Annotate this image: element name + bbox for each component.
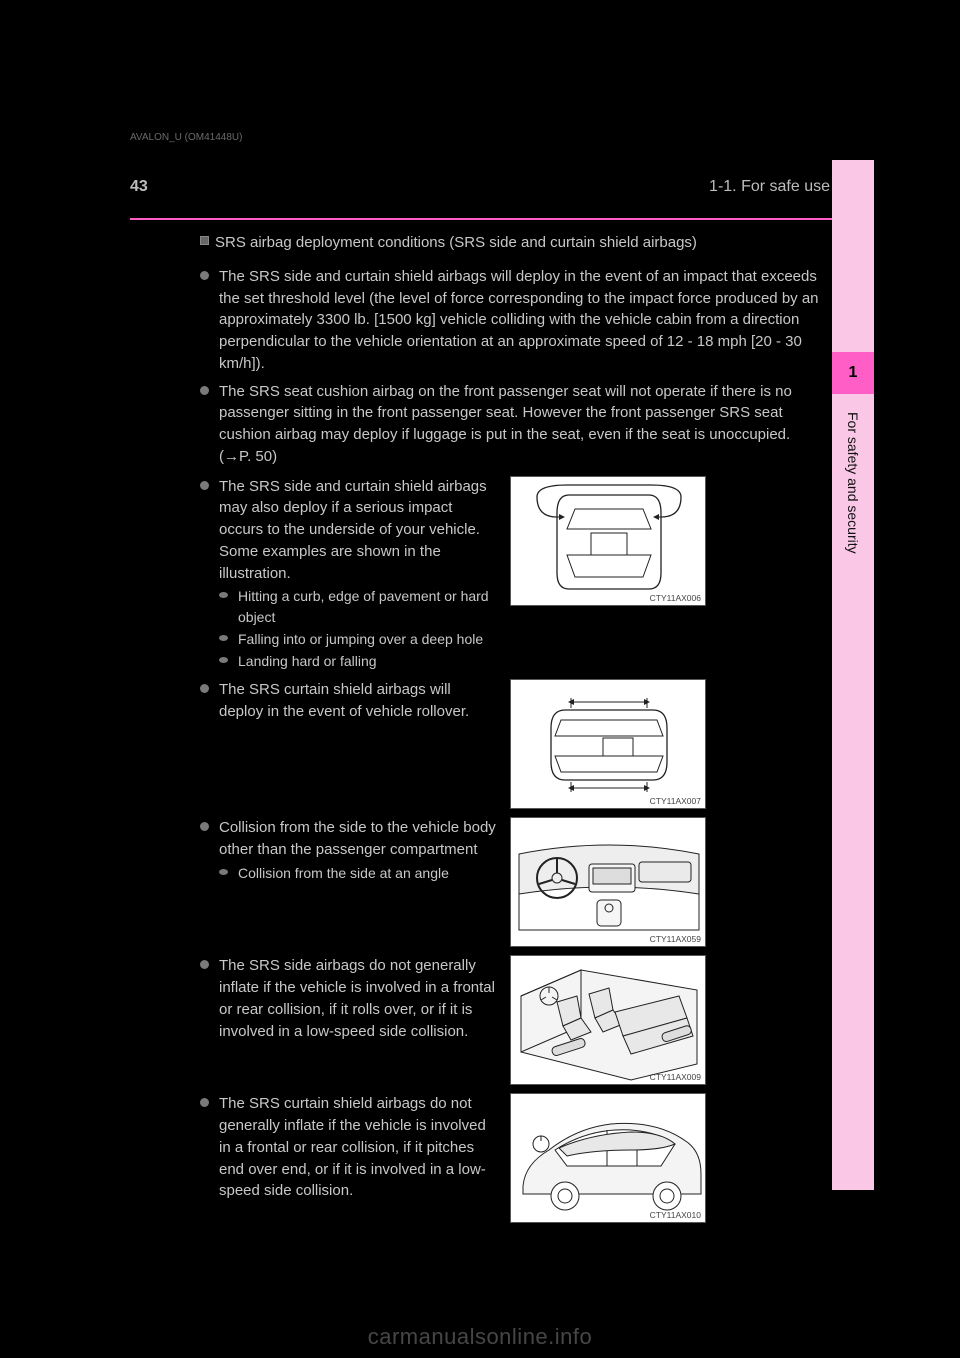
sub-bullet: Falling into or jumping over a deep hole [219, 629, 499, 649]
header-rule [130, 218, 832, 220]
bullet-dot-icon [200, 1098, 209, 1107]
sub-bullet: Collision from the side at an angle [219, 863, 499, 883]
figure-bullet-row: The SRS curtain shield airbags do not ge… [200, 1093, 820, 1223]
bullet-item: The SRS side and curtain shield airbags … [200, 266, 820, 375]
section-path: 1-1. For safe use [709, 178, 830, 196]
bullet-dot-icon [200, 960, 209, 969]
figure-id-label: CTY11AX010 [650, 1210, 701, 1220]
bullet-dot-icon [200, 684, 209, 693]
figure-bullet-row: The SRS curtain shield airbags will depl… [200, 679, 820, 809]
sub-bullet-text: Falling into or jumping over a deep hole [238, 629, 483, 649]
sub-dot-icon [219, 657, 228, 663]
page-number: 43 [130, 178, 148, 196]
figure-bullet-text: The SRS side and curtain shield airbags … [219, 476, 499, 672]
figure-illustration: CTY11AX007 [510, 679, 706, 809]
sub-dot-icon [219, 635, 228, 641]
sub-bullet-text: Landing hard or falling [238, 651, 377, 671]
figure-id-label: CTY11AX059 [650, 934, 701, 944]
page-header: 43 1-1. For safe use [130, 178, 830, 196]
section-heading-row: SRS airbag deployment conditions (SRS si… [200, 232, 820, 254]
bullet-dot-icon [200, 481, 209, 490]
figure-id-label: CTY11AX006 [650, 593, 701, 603]
sub-bullet-text: Hitting a curb, edge of pavement or hard… [238, 586, 499, 627]
sub-bullet-text: Collision from the side at an angle [238, 863, 449, 883]
sub-dot-icon [219, 592, 228, 598]
top-caption: AVALON_U (OM41448U) [130, 132, 242, 143]
sub-dot-icon [219, 869, 228, 875]
sidebar-tab-strip: 1 For safety and security [832, 160, 874, 1190]
sub-bullet: Hitting a curb, edge of pavement or hard… [219, 586, 499, 627]
figure-bullet-row: Collision from the side to the vehicle b… [200, 817, 820, 947]
bullet-text: The SRS side and curtain shield airbags … [219, 266, 819, 375]
figure-illustration: CTY11AX010 [510, 1093, 706, 1223]
figure-bullet-text: The SRS curtain shield airbags will depl… [219, 679, 499, 723]
figure-bullet-row: The SRS side and curtain shield airbags … [200, 476, 820, 672]
sub-bullet: Landing hard or falling [219, 651, 499, 671]
figure-bullet-row: The SRS side airbags do not generally in… [200, 955, 820, 1085]
bullet-dot-icon [200, 271, 209, 280]
bullet-dot-icon [200, 386, 209, 395]
square-bullet-icon [200, 236, 209, 245]
figure-illustration: CTY11AX006 [510, 476, 706, 606]
figure-id-label: CTY11AX007 [650, 796, 701, 806]
bullet-dot-icon [200, 822, 209, 831]
content-body: SRS airbag deployment conditions (SRS si… [200, 232, 820, 1223]
bullet-item: The SRS seat cushion airbag on the front… [200, 381, 820, 468]
bullet-text: The SRS seat cushion airbag on the front… [219, 381, 819, 468]
figure-illustration: CTY11AX009 [510, 955, 706, 1085]
figure-bullet-text: The SRS curtain shield airbags do not ge… [219, 1093, 499, 1202]
chapter-label: For safety and security [832, 408, 874, 668]
figure-illustration: CTY11AX059 [510, 817, 706, 947]
page: AVALON_U (OM41448U) 43 1-1. For safe use… [0, 0, 960, 1358]
figure-bullet-text: The SRS side airbags do not generally in… [219, 955, 499, 1042]
chapter-number-tab: 1 [832, 352, 874, 394]
figure-bullet-text: Collision from the side to the vehicle b… [219, 817, 499, 883]
watermark: carmanualsonline.info [0, 1324, 960, 1350]
section-heading: SRS airbag deployment conditions (SRS si… [215, 232, 815, 254]
figure-id-label: CTY11AX009 [650, 1072, 701, 1082]
